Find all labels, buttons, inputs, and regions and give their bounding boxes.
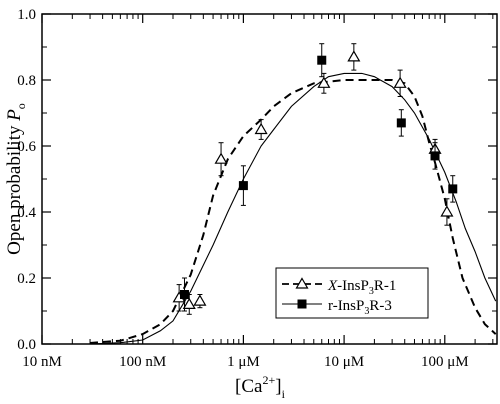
data-point-series-2 [396,118,406,128]
data-point-series-1 [440,205,454,217]
data-points [172,43,458,315]
y-tick-label: 0.8 [17,73,36,89]
data-point-series-1 [254,122,268,135]
data-point-series-1 [317,76,331,88]
data-point-series-1 [347,50,361,62]
legend-label-series-2: r-InsP3R-3 [328,298,392,317]
legend: X-InsP3R-1 r-InsP3R-3 [275,267,429,319]
data-point-series-2 [238,181,248,191]
data-point-series-1 [193,294,207,306]
x-tick-label: 10 μM [324,354,364,370]
data-point-series-2 [430,151,440,161]
data-point-series-1 [393,76,407,88]
data-point-series-2 [179,290,189,299]
x-tick-label: 1 μM [227,354,260,370]
y-tick-label: 0.4 [17,205,36,221]
x-tick-label: 10 nM [22,354,62,370]
legend-label-series-1: X-InsP3R-1 [327,278,396,297]
x-axis-label: [Ca2+]i [235,373,286,401]
y-tick-label: 1.0 [17,7,36,23]
data-point-series-2 [448,184,458,194]
x-tick-label: 100 μM [421,354,469,370]
x-tick-label: 100 nM [119,354,166,370]
y-tick-label: 0.2 [17,271,36,287]
legend-box [275,267,429,319]
data-point-series-2 [317,55,327,65]
y-axis-label: Open probability Po [4,103,28,255]
legend-marker-triangle-icon [295,277,309,289]
legend-marker-square-icon [297,299,307,309]
y-tick-label: 0.6 [17,139,36,155]
plot-frame [41,13,498,345]
data-point-series-1 [182,297,196,309]
y-tick-label: 0.0 [17,337,36,353]
y-axis-ticks: 0.0 0.2 0.4 0.6 0.8 1.0 [17,7,497,353]
data-point-series-1 [214,152,228,164]
